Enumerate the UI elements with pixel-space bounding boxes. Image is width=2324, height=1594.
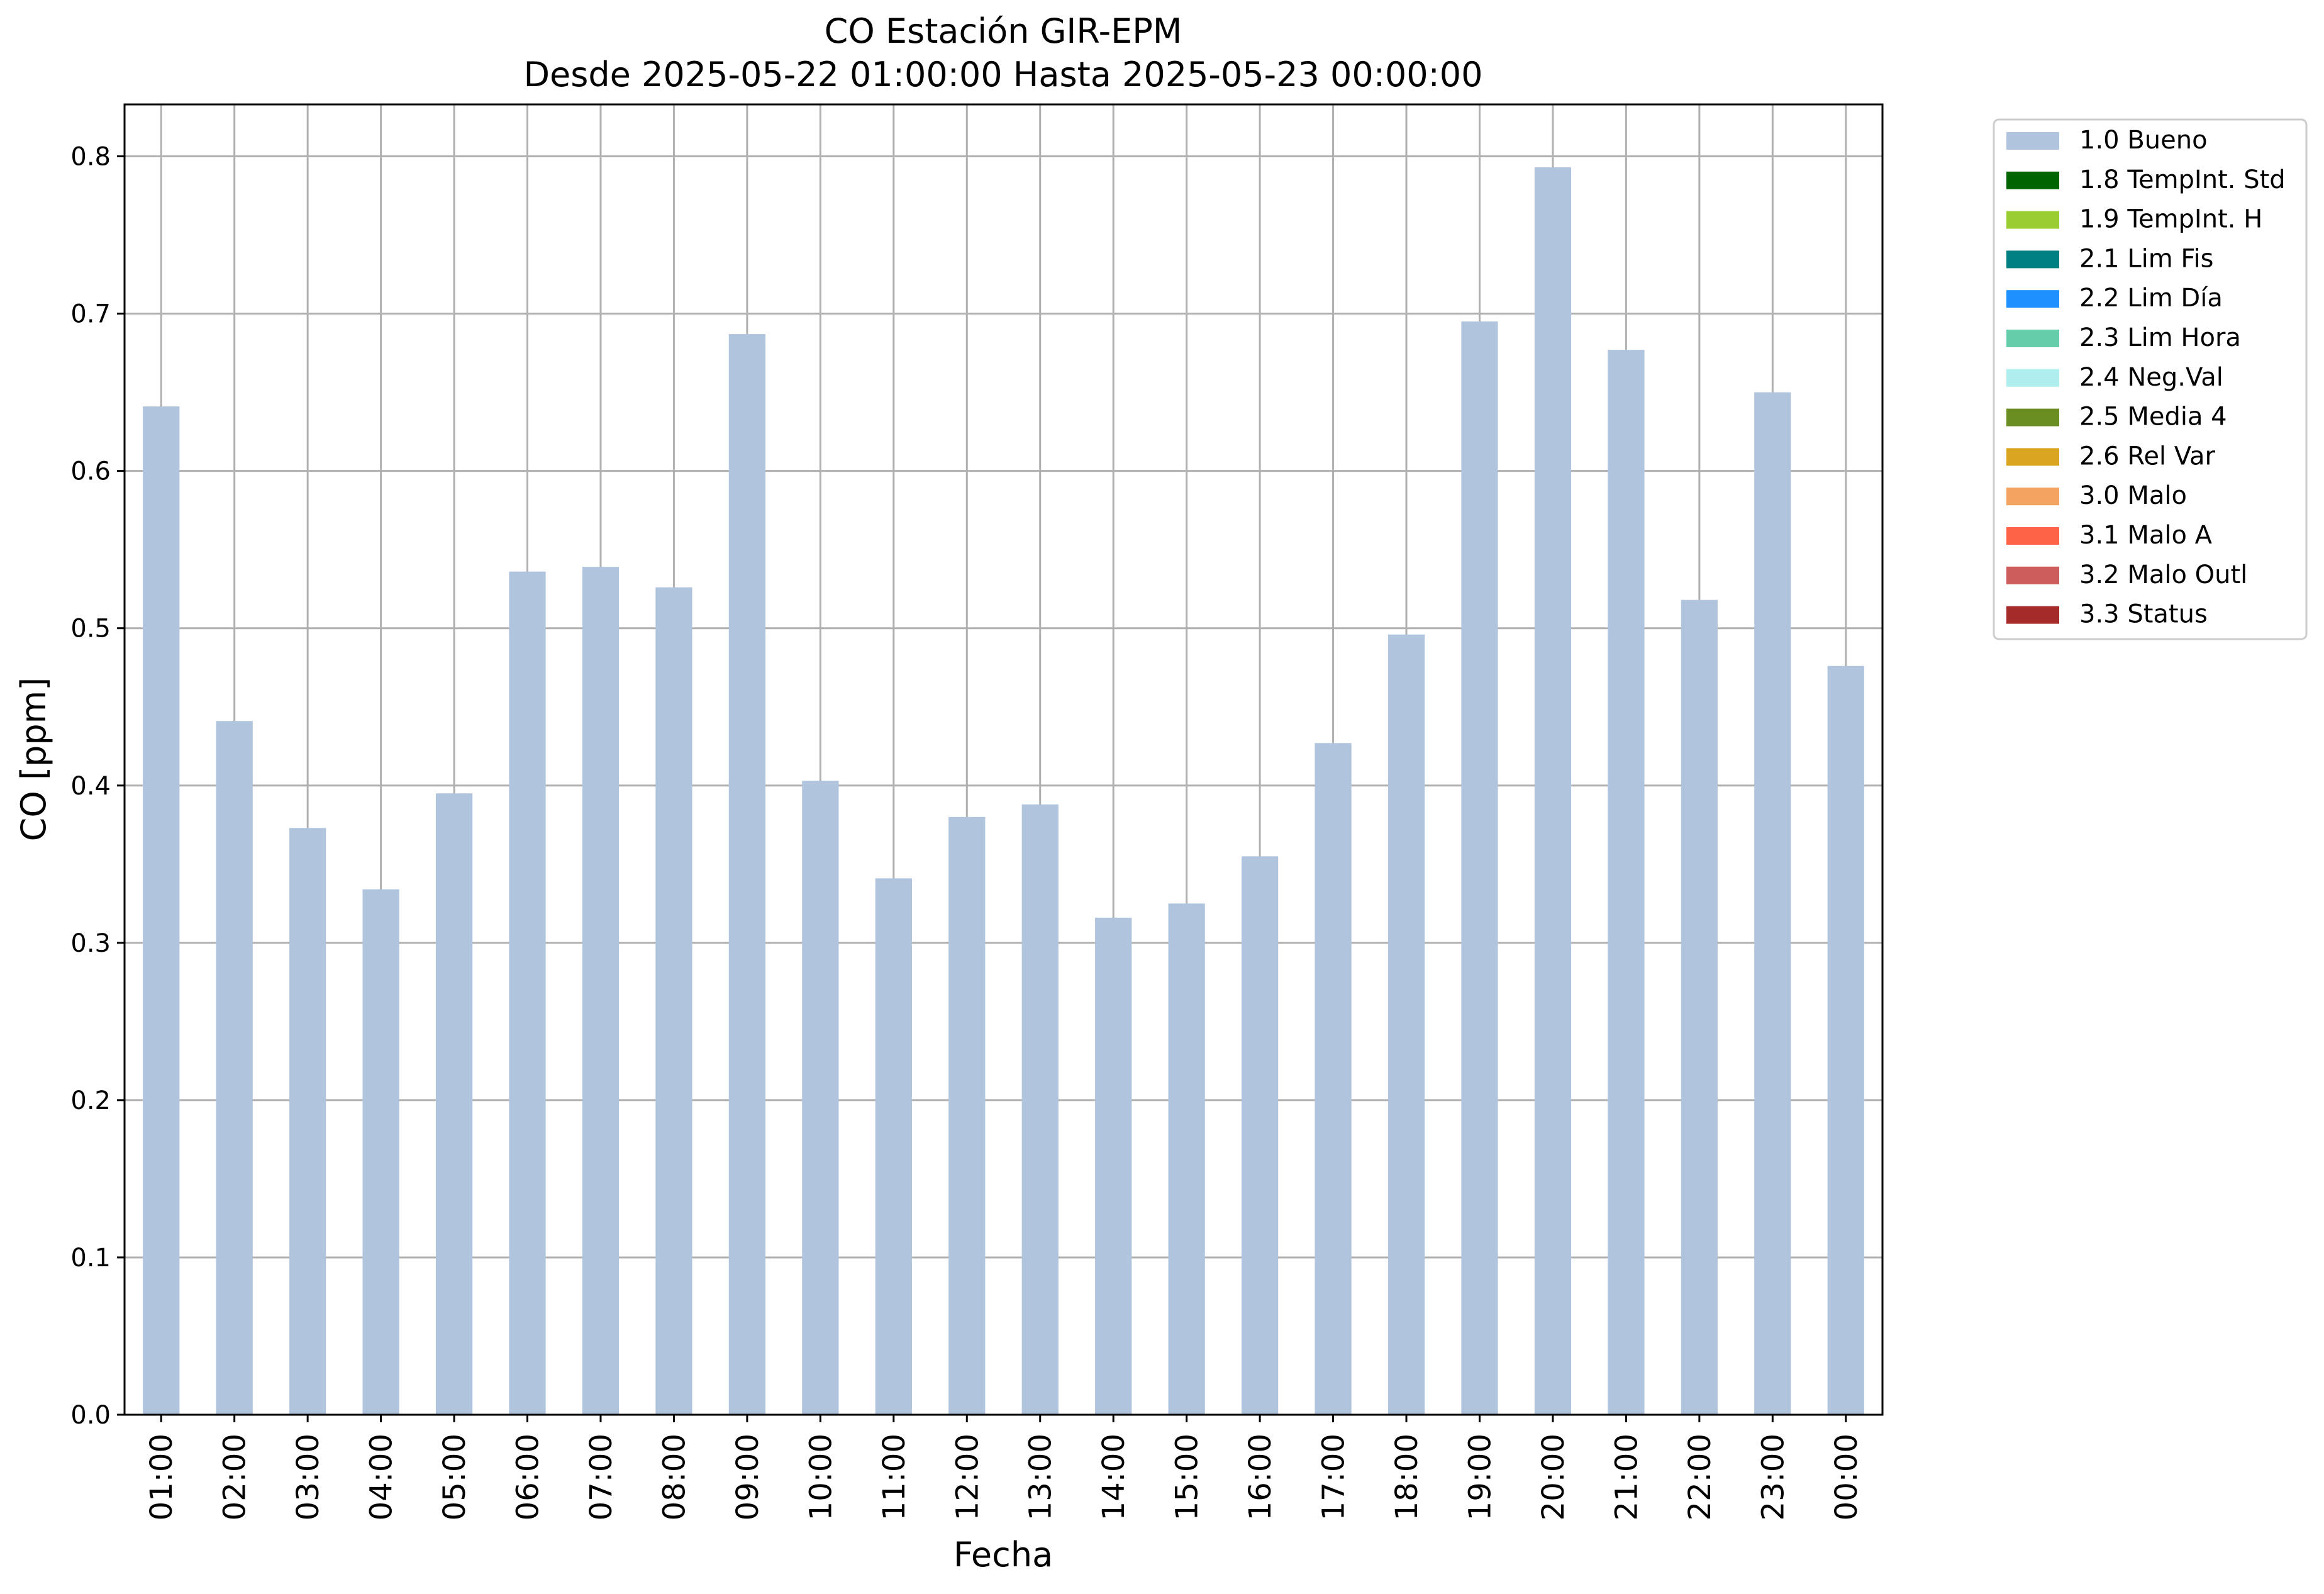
- legend-swatch: [2006, 527, 2059, 545]
- bar-0900: [728, 334, 766, 1415]
- legend: 1.0 Bueno 1.8 TempInt. Std 1.9 TempInt. H 2…: [1993, 118, 2308, 640]
- y-tick-label: 0.4: [70, 772, 111, 801]
- bar-0600: [509, 571, 546, 1415]
- x-tick-label: 01:00: [144, 1434, 179, 1520]
- bar-1000: [802, 781, 839, 1415]
- legend-swatch: [2006, 330, 2059, 347]
- x-tick-label: 23:00: [1755, 1434, 1791, 1520]
- x-tick-label: 03:00: [291, 1434, 326, 1520]
- legend-entry-label: 2.1 Lim Fis: [2079, 244, 2213, 273]
- x-tick-label: 15:00: [1170, 1434, 1205, 1520]
- x-tick-label: 16:00: [1243, 1434, 1278, 1520]
- bar-2000: [1534, 167, 1572, 1415]
- x-tick-label: 06:00: [511, 1434, 546, 1520]
- legend-entry-label: 2.3 Lim Hora: [2079, 323, 2241, 352]
- legend-swatch: [2006, 250, 2059, 269]
- legend-entry-label: 3.3 Status: [2079, 600, 2208, 629]
- chart-subtitle: Desde 2025-05-22 01:00:00 Hasta 2025-05-…: [523, 55, 1482, 94]
- bar-1200: [948, 817, 986, 1415]
- legend-entry-label: 1.0 Bueno: [2079, 126, 2208, 155]
- x-tick-label: 21:00: [1609, 1434, 1644, 1520]
- y-tick-label: 0.6: [70, 457, 111, 486]
- legend-swatch: [2006, 408, 2059, 426]
- y-tick-label: 0.3: [70, 929, 111, 958]
- x-tick-label: 17:00: [1316, 1434, 1352, 1520]
- legend-swatch: [2006, 132, 2059, 150]
- bar-2300: [1754, 392, 1791, 1415]
- legend-swatch: [2006, 211, 2059, 229]
- x-tick-label: 20:00: [1536, 1434, 1571, 1520]
- legend-entry-label: 2.6 Rel Var: [2079, 442, 2216, 471]
- legend-entry-label: 3.0 Malo: [2079, 481, 2187, 510]
- legend-swatch: [2006, 290, 2059, 308]
- x-tick-label: 13:00: [1023, 1434, 1059, 1520]
- bar-2100: [1608, 350, 1645, 1415]
- x-tick-label: 09:00: [730, 1434, 765, 1520]
- bar-2200: [1681, 599, 1718, 1415]
- bar-0200: [216, 721, 253, 1415]
- y-tick-label: 0.8: [70, 143, 111, 172]
- bar-1600: [1241, 856, 1279, 1415]
- legend-entry-label: 1.9 TempInt. H: [2079, 205, 2262, 234]
- x-tick-label: 02:00: [218, 1434, 253, 1520]
- bar-0000: [1827, 666, 1864, 1415]
- bar-0500: [435, 793, 473, 1415]
- bar-0700: [582, 567, 620, 1415]
- bar-0400: [362, 889, 399, 1415]
- y-tick-label: 0.2: [70, 1086, 111, 1115]
- x-tick-label: 18:00: [1389, 1434, 1425, 1520]
- y-tick-label: 0.7: [70, 300, 111, 329]
- legend-entry-label: 3.2 Malo Outl: [2079, 560, 2247, 589]
- chart-title: CO Estación GIR-EPM: [825, 11, 1182, 51]
- bar-0300: [289, 828, 326, 1415]
- bar-1300: [1021, 804, 1059, 1415]
- bar-1500: [1168, 903, 1205, 1415]
- bars-layer: [143, 167, 1864, 1415]
- x-tick-label: 04:00: [364, 1434, 399, 1520]
- x-tick-label: 10:00: [803, 1434, 838, 1520]
- ticks-layer: 0.0 0.1 0.2 0.3 0.4 0.5 0.6 0.7 0.8 01:00 02:00 03:…: [70, 143, 1864, 1521]
- bar-1400: [1095, 917, 1132, 1415]
- x-axis-label: Fecha: [954, 1535, 1053, 1574]
- x-tick-label: 00:00: [1829, 1434, 1864, 1520]
- legend-swatch: [2006, 171, 2059, 189]
- x-tick-label: 14:00: [1096, 1434, 1131, 1520]
- x-tick-label: 22:00: [1682, 1434, 1718, 1520]
- x-tick-label: 12:00: [950, 1434, 985, 1520]
- y-tick-label: 0.5: [70, 615, 111, 644]
- x-tick-label: 11:00: [877, 1434, 912, 1520]
- plot-frame: [123, 103, 1884, 1416]
- bar-0800: [655, 587, 692, 1415]
- y-axis-label: CO [ppm]: [14, 677, 53, 842]
- bar-0100: [143, 406, 180, 1415]
- x-tick-label: 19:00: [1462, 1434, 1498, 1520]
- y-tick-label: 0.1: [70, 1244, 111, 1273]
- legend-entry-label: 3.1 Malo A: [2079, 521, 2213, 550]
- legend-entry-label: 2.2 Lim Día: [2079, 284, 2223, 313]
- x-tick-label: 08:00: [657, 1434, 692, 1520]
- bar-1700: [1315, 743, 1352, 1415]
- bar-1900: [1461, 321, 1498, 1415]
- legend-entry-label: 1.8 TempInt. Std: [2079, 165, 2286, 194]
- legend-swatch: [2006, 488, 2059, 506]
- bar-1800: [1387, 634, 1425, 1415]
- x-tick-label: 05:00: [437, 1434, 472, 1520]
- legend-entry-label: 2.5 Media 4: [2079, 403, 2227, 432]
- legend-frame: [1993, 118, 2308, 640]
- legend-swatch: [2006, 369, 2059, 387]
- legend-entry-label: 2.4 Neg.Val: [2079, 363, 2223, 392]
- bar-1100: [875, 878, 912, 1415]
- legend-swatch: [2006, 566, 2059, 584]
- legend-swatch: [2006, 606, 2059, 624]
- y-tick-label: 0.0: [70, 1401, 111, 1430]
- legend-swatch: [2006, 448, 2059, 466]
- x-tick-label: 07:00: [584, 1434, 619, 1520]
